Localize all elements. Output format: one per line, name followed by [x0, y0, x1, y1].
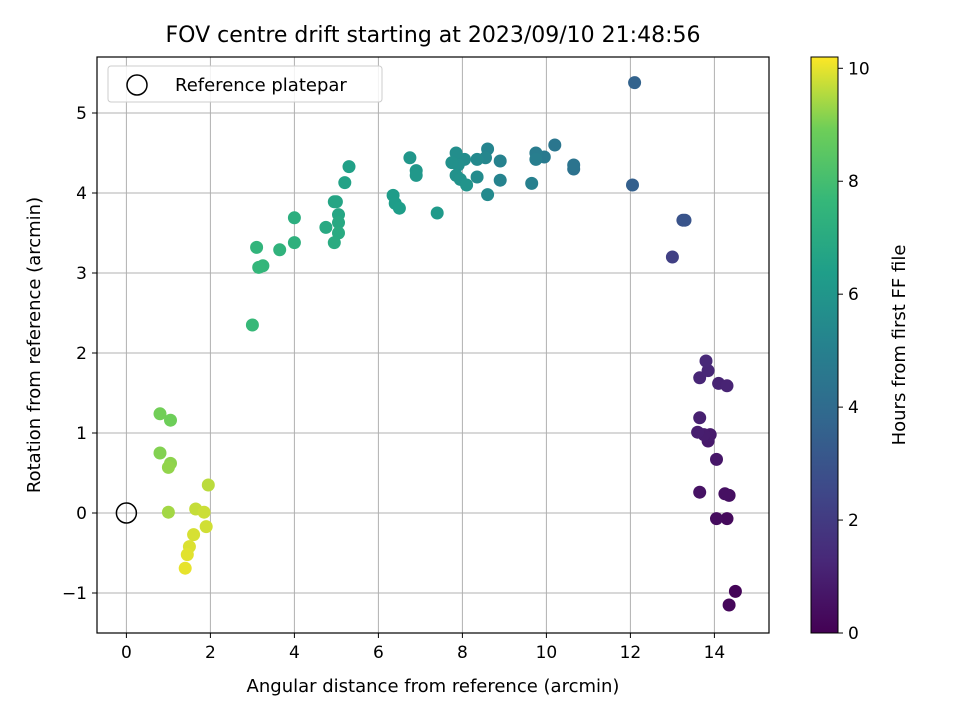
data-point [327, 236, 341, 250]
data-point [493, 173, 507, 187]
data-point [338, 176, 352, 190]
data-point [273, 243, 287, 257]
legend-box [107, 65, 383, 103]
legend-marker-icon [126, 74, 148, 96]
y-axis-ticks: −1 0 1 2 3 4 5 [62, 104, 97, 604]
data-point [252, 260, 266, 274]
data-point [327, 195, 341, 209]
data-point [342, 160, 356, 174]
data-point [287, 236, 301, 250]
data-point [493, 154, 507, 168]
y-tick-label: −1 [62, 584, 87, 604]
colorbar-tick-label: 0 [848, 624, 859, 644]
y-tick-label: 4 [76, 184, 87, 204]
data-point [197, 505, 211, 519]
data-point [245, 318, 259, 332]
data-point [710, 512, 723, 526]
data-point [201, 478, 215, 492]
y-tick-label: 3 [76, 264, 87, 284]
data-point [180, 548, 194, 562]
data-point [548, 138, 562, 152]
data-point [525, 176, 539, 190]
legend-entry-reference: Reference platepar [175, 75, 347, 96]
data-point [720, 379, 734, 393]
data-point [529, 152, 543, 166]
data-point [693, 411, 707, 425]
data-point [199, 520, 213, 534]
grid-lines [97, 57, 769, 633]
data-point [409, 168, 423, 182]
x-tick-label: 0 [121, 643, 132, 663]
data-point [720, 512, 734, 526]
colorbar-tick-label: 2 [848, 511, 859, 531]
x-tick-label: 14 [704, 643, 726, 663]
data-point [567, 158, 581, 172]
data-point [691, 425, 705, 439]
data-point [287, 211, 301, 225]
x-axis-label: Angular distance from reference (arcmin) [247, 676, 620, 697]
colorbar-gradient [810, 56, 839, 634]
data-point [250, 240, 264, 254]
y-tick-label: 0 [76, 504, 87, 524]
colorbar-tick-label: 4 [848, 398, 859, 418]
colorbar-tick-label: 6 [848, 285, 859, 305]
plot-frame [96, 56, 770, 634]
colorbar: 0 2 4 6 8 10 Hours from first FF file [810, 56, 910, 644]
data-point [626, 178, 639, 192]
colorbar-tick-label: 10 [848, 59, 870, 79]
data-point [332, 216, 345, 230]
chart-title: FOV centre drift starting at 2023/09/10 … [166, 23, 701, 48]
x-axis-ticks: 0 2 4 6 8 10 12 14 [121, 633, 725, 663]
data-point [445, 156, 459, 170]
data-point [470, 152, 484, 166]
data-point [470, 170, 484, 184]
data-point [481, 188, 495, 202]
data-point [161, 460, 175, 474]
colorbar-tick-label: 8 [848, 172, 859, 192]
colorbar-label: Hours from first FF file [889, 245, 910, 446]
x-tick-label: 6 [373, 643, 384, 663]
colorbar-ticks: 0 2 4 6 8 10 [838, 59, 870, 644]
data-point [718, 487, 732, 501]
data-point [693, 485, 707, 499]
y-tick-label: 2 [76, 344, 87, 364]
reference-marker [115, 502, 138, 524]
data-point [628, 76, 642, 90]
data-point [392, 201, 406, 215]
data-point [153, 407, 167, 421]
data-point [678, 213, 692, 227]
data-points [153, 76, 742, 612]
data-point [460, 178, 474, 192]
data-point [722, 598, 736, 612]
data-point [699, 354, 713, 368]
y-tick-label: 5 [76, 104, 87, 124]
data-point [178, 561, 192, 575]
x-tick-label: 8 [457, 643, 468, 663]
x-tick-label: 12 [620, 643, 642, 663]
x-tick-label: 2 [205, 643, 216, 663]
legend: Reference platepar [107, 65, 383, 103]
data-point [187, 528, 201, 542]
data-point [403, 151, 417, 165]
data-point [164, 413, 177, 427]
data-point [710, 452, 723, 466]
data-point [728, 584, 742, 598]
data-point [153, 446, 167, 460]
data-point [430, 206, 444, 220]
reference-point [115, 502, 138, 524]
x-tick-label: 4 [289, 643, 300, 663]
data-point [161, 505, 175, 519]
x-tick-label: 10 [536, 643, 558, 663]
y-axis-label: Rotation from reference (arcmin) [24, 197, 45, 493]
y-tick-label: 1 [76, 424, 87, 444]
data-point [319, 220, 333, 234]
data-point [665, 250, 679, 264]
